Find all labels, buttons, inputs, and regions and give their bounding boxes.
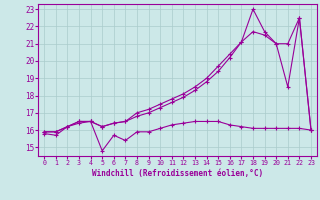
X-axis label: Windchill (Refroidissement éolien,°C): Windchill (Refroidissement éolien,°C) xyxy=(92,169,263,178)
